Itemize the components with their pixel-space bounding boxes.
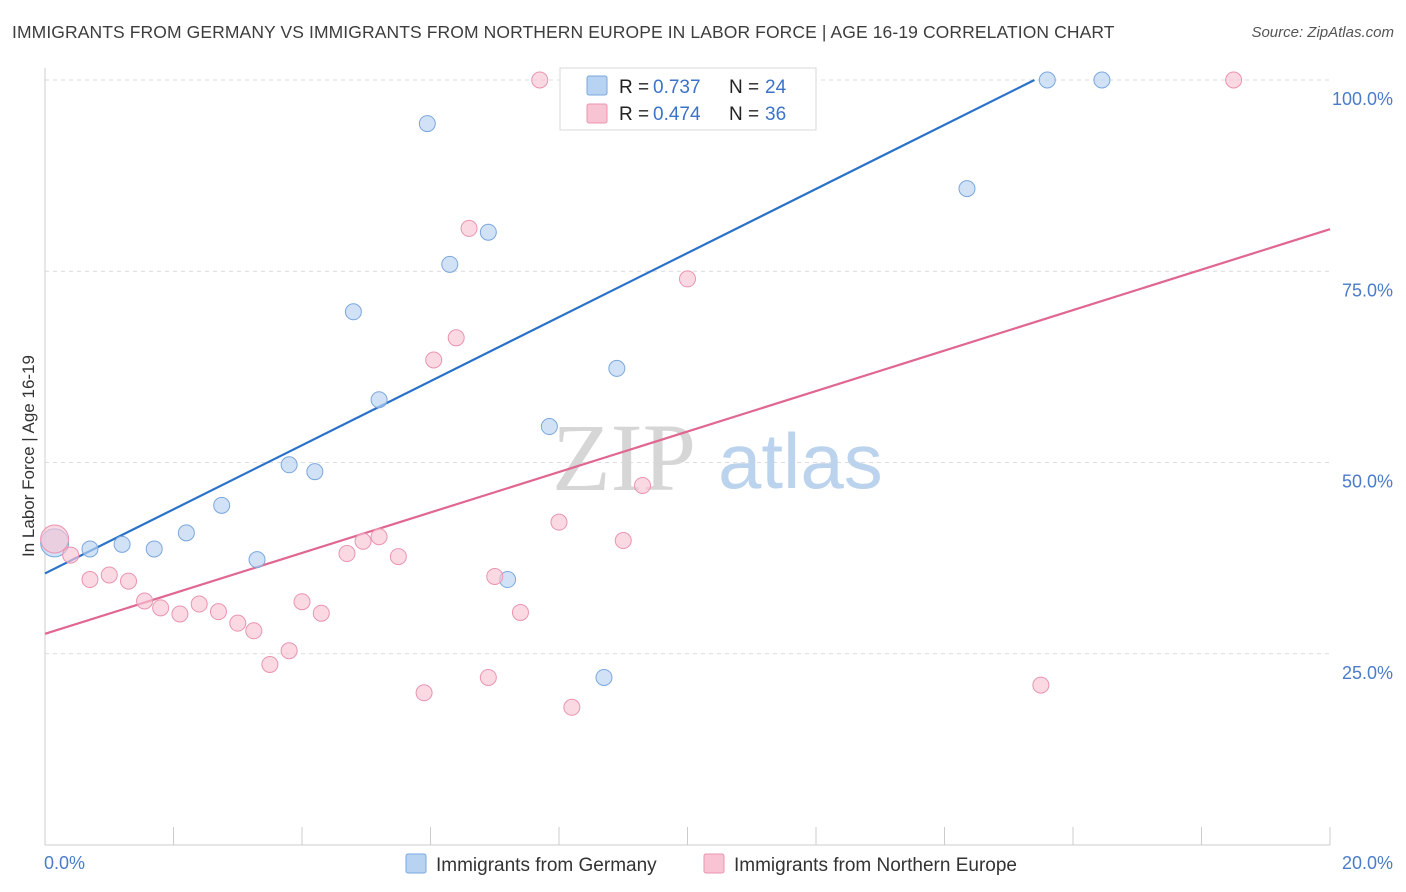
gridlines [45,79,1330,655]
trend-line-north [44,228,1331,635]
point-north [460,219,478,237]
legend-n-label-germany: N = [729,77,759,98]
trend-lines [44,79,1331,635]
y-tick-labels: 25.0% 50.0% 75.0% 100.0% [1332,89,1393,683]
point-germany [145,540,163,558]
series-legend-label-north: Immigrants from Northern Europe [734,855,1017,876]
point-north [634,476,652,494]
point-north [136,592,154,610]
legend-r-label-north: R = [619,104,649,125]
legend-r-label-germany: R = [619,77,649,98]
x-tick-label-min: 0.0% [44,853,85,873]
watermark: ZIP atlas [552,404,883,511]
point-north [679,270,696,288]
point-north [415,684,433,702]
point-germany [213,496,231,514]
x-axis-ticks [173,827,1331,845]
chart-title: IMMIGRANTS FROM GERMANY VS IMMIGRANTS FR… [12,22,1115,42]
watermark-atlas: atlas [718,417,883,505]
point-north [338,545,356,563]
point-north [511,603,529,621]
point-north [389,548,407,566]
point-north [550,513,568,531]
point-north [370,528,388,546]
point-north [245,622,263,640]
series-legend-swatch-germany [405,853,427,874]
legend-swatch-germany [586,75,608,96]
point-north [81,571,99,589]
point-north [229,614,247,632]
point-germany [608,359,626,377]
legend-n-label-north: N = [729,104,759,125]
point-north [486,567,504,585]
point-north [614,532,632,550]
series-legend-swatch-north [703,853,725,874]
source-credit: Source: ZipAtlas.com [1251,24,1394,41]
series-legend: Immigrants from Germany Immigrants from … [405,853,1017,876]
point-north [563,698,581,716]
y-tick-label: 100.0% [1332,89,1393,109]
series-legend-label-germany: Immigrants from Germany [436,855,657,876]
legend-r-value-germany: 0.737 [653,77,701,98]
point-north [40,524,70,554]
y-tick-label: 25.0% [1342,663,1393,683]
point-north [354,532,372,550]
point-germany [1038,71,1056,89]
point-north [190,595,208,613]
point-germany [370,391,388,409]
point-north [209,603,227,621]
correlation-legend: R = 0.737 N = 24 R = 0.474 N = 36 [559,67,817,131]
trend-line-germany [44,79,1035,575]
point-north [261,655,279,673]
point-germany [958,180,976,198]
point-north [280,642,298,660]
point-germany [418,115,436,133]
point-germany [479,223,497,241]
point-north [171,605,189,623]
point-north [62,546,80,564]
y-tick-label: 50.0% [1342,472,1393,492]
point-north [152,599,170,617]
legend-r-value-north: 0.474 [653,104,701,125]
point-germany [1093,71,1111,89]
legend-n-value-north: 36 [765,104,786,125]
point-germany [81,540,99,558]
point-north [1032,676,1050,694]
point-north [425,351,443,369]
point-germany [113,535,131,553]
point-north [293,593,311,611]
point-north [531,71,549,89]
point-germany [306,463,324,481]
point-germany [441,255,459,273]
legend-swatch-north [586,103,608,124]
point-germany [177,524,195,542]
point-north [1225,71,1243,89]
point-north [447,329,465,347]
point-germany [280,456,298,474]
point-north [120,572,138,590]
watermark-zip: ZIP [552,404,696,511]
x-tick-label-max: 20.0% [1342,853,1393,873]
point-germany [540,418,558,436]
y-axis-label: In Labor Force | Age 16-19 [19,355,38,557]
point-germany [595,668,613,686]
data-points [40,71,1243,716]
point-north [312,604,330,622]
point-north [100,566,118,584]
y-tick-label: 75.0% [1342,280,1393,300]
legend-n-value-germany: 24 [765,77,787,98]
point-germany [344,303,362,321]
point-germany [248,551,266,569]
point-north [479,668,497,686]
